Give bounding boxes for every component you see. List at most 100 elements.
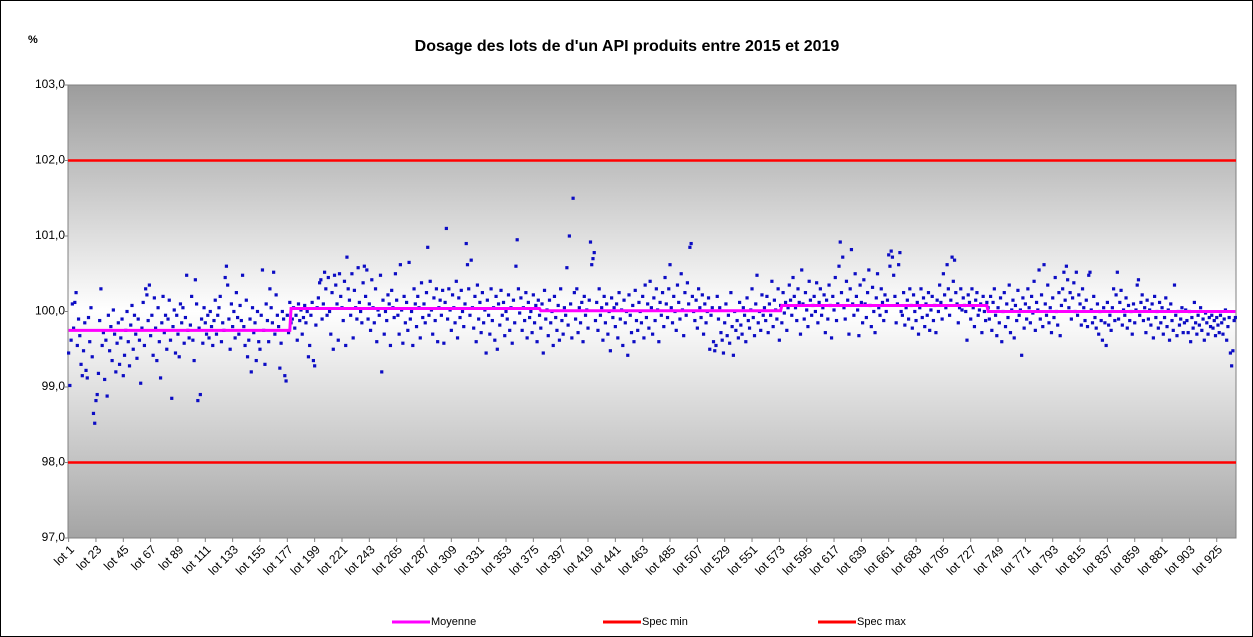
data-point [247,338,251,342]
data-point [775,317,779,321]
data-point [283,374,287,378]
data-point [895,302,900,306]
data-point [905,298,909,302]
data-point [729,291,733,295]
data-point [75,343,79,348]
data-point [1085,325,1090,329]
data-point [1044,313,1049,317]
data-point [954,291,958,295]
data-point [1087,273,1091,277]
data-point [386,293,390,297]
data-point [582,294,586,298]
data-point [1082,306,1086,310]
data-point [193,278,197,282]
data-point [698,306,702,310]
data-point [91,411,96,416]
data-point [478,300,482,305]
data-point [152,296,156,300]
y-tick-label: 100,0 [35,304,65,318]
data-point [981,294,985,298]
data-point [669,306,673,310]
data-point [469,258,473,262]
data-point [1099,318,1103,323]
data-point [1175,334,1179,338]
data-point [482,321,486,325]
data-point [688,245,692,249]
data-point [682,334,686,338]
data-point [662,325,666,329]
data-point [1036,308,1040,312]
data-point [1211,326,1215,330]
data-point [1166,308,1170,312]
data-point [904,306,908,310]
data-point [848,287,852,291]
data-point [441,288,445,292]
data-point [976,313,980,317]
data-point [770,279,774,283]
data-point [693,318,697,323]
data-point [888,264,892,268]
data-point [711,340,716,344]
data-point [147,283,151,287]
data-point [1208,325,1213,329]
data-point [510,341,514,345]
data-point [259,313,263,317]
data-point [1231,349,1235,353]
data-point [977,308,982,312]
data-point [885,298,890,302]
data-point [1218,313,1223,317]
data-point [1017,313,1021,317]
data-point [1165,325,1169,329]
data-point [572,291,576,295]
data-point [69,338,73,342]
data-point [352,288,357,292]
data-point [368,328,373,332]
data-point [573,317,578,321]
data-point [810,313,814,317]
data-point [718,306,722,310]
data-point [993,313,998,317]
data-point [941,272,945,276]
data-point [359,309,363,314]
data-point [807,279,811,283]
data-point [161,294,165,298]
data-point [826,317,830,321]
data-point [960,308,964,312]
data-point [1093,315,1097,320]
data-point [713,349,717,353]
data-point [736,336,740,340]
data-point [356,266,360,270]
data-point [689,241,693,246]
data-point [1023,302,1027,306]
data-point [1090,321,1095,325]
data-point [519,296,523,300]
data-point [1051,296,1055,300]
data-point [1135,283,1139,287]
data-point [1221,332,1225,336]
data-point [443,300,447,305]
data-point [1052,315,1056,320]
data-point [614,302,619,306]
data-point [903,323,907,327]
data-point [1134,308,1138,312]
data-point [781,291,785,295]
data-point [111,308,115,312]
data-point [431,332,435,336]
data-point [613,325,617,329]
data-point [657,340,661,344]
y-tick-label: 98,0 [42,455,66,469]
data-point [488,332,492,336]
data-point [240,273,245,277]
data-point [833,275,837,280]
data-point [771,325,775,329]
data-point [979,302,983,306]
data-point [325,313,329,317]
data-point [719,331,723,335]
data-point [1220,321,1224,325]
data-point [284,379,288,383]
data-point [919,287,923,291]
data-point [479,331,483,335]
data-point [165,347,169,351]
legend-label: Spec max [857,616,906,628]
data-point [787,283,791,287]
